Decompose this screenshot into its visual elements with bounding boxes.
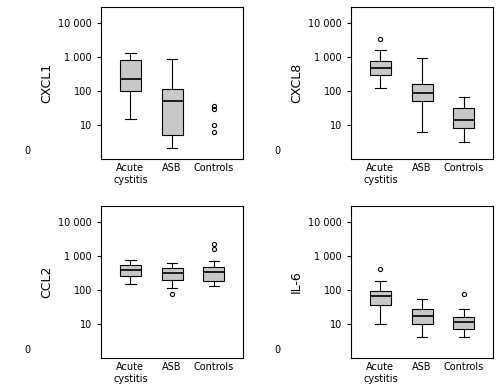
PathPatch shape — [454, 108, 474, 128]
Y-axis label: CXCL8: CXCL8 — [290, 63, 303, 103]
PathPatch shape — [412, 308, 432, 324]
PathPatch shape — [370, 291, 391, 305]
PathPatch shape — [412, 84, 432, 101]
Y-axis label: CCL2: CCL2 — [40, 265, 53, 298]
PathPatch shape — [370, 61, 391, 75]
Y-axis label: IL-6: IL-6 — [290, 271, 303, 293]
Text: 0: 0 — [24, 145, 30, 156]
PathPatch shape — [120, 60, 141, 91]
PathPatch shape — [162, 90, 182, 135]
Text: 0: 0 — [274, 145, 280, 156]
PathPatch shape — [204, 267, 225, 281]
Y-axis label: CXCL1: CXCL1 — [40, 63, 53, 103]
PathPatch shape — [162, 268, 182, 280]
PathPatch shape — [120, 265, 141, 276]
Text: 0: 0 — [274, 344, 280, 355]
PathPatch shape — [454, 317, 474, 329]
Text: 0: 0 — [24, 344, 30, 355]
